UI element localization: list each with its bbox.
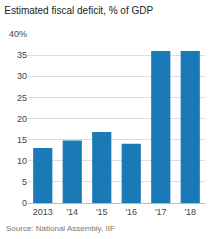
svg-text:Estimated fiscal deficit, % of: Estimated fiscal deficit, % of GDP [4,5,153,16]
svg-text:2013: 2013 [33,207,53,217]
svg-text:'14: '14 [66,207,78,217]
svg-text:30: 30 [17,71,27,81]
svg-text:25: 25 [17,93,27,103]
svg-text:0: 0 [22,198,27,208]
svg-text:5: 5 [22,177,27,187]
svg-text:'18: '18 [184,207,196,217]
svg-text:'16: '16 [125,207,137,217]
svg-text:'15: '15 [96,207,108,217]
svg-text:'17: '17 [155,207,167,217]
svg-text:10: 10 [17,156,27,166]
svg-text:40%: 40% [9,29,27,39]
svg-text:Source: National Assembly, IIF: Source: National Assembly, IIF [6,224,115,233]
svg-text:20: 20 [17,114,27,124]
svg-text:15: 15 [17,135,27,145]
svg-text:35: 35 [17,50,27,60]
